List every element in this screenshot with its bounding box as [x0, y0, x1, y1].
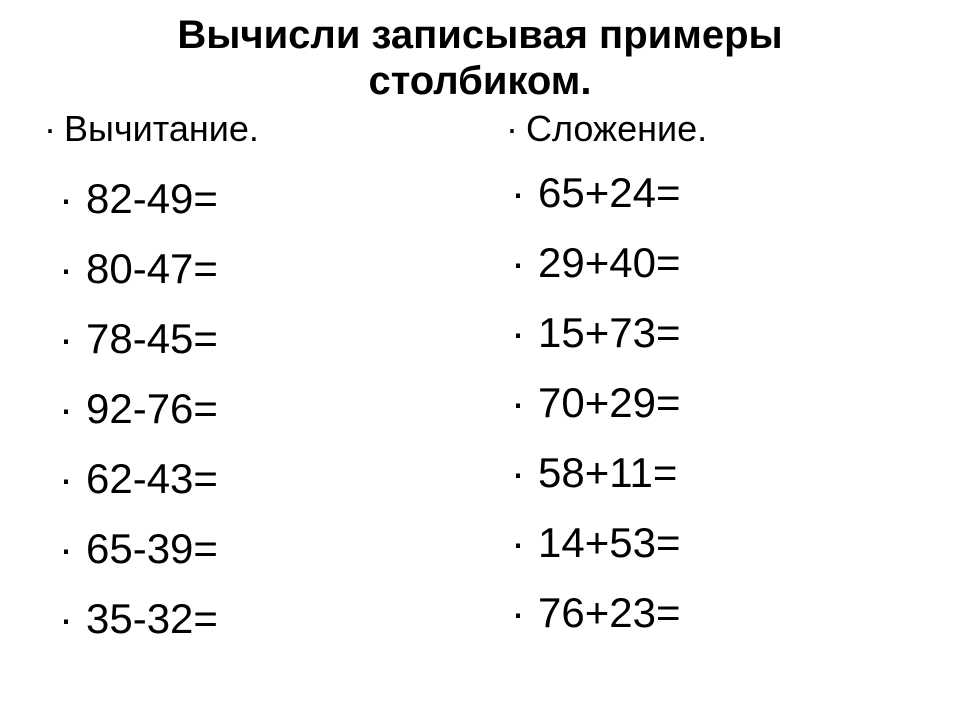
bullet-icon: · — [46, 525, 86, 573]
list-item: ·15+73= — [498, 298, 940, 368]
subtraction-heading-row: · Вычитание. — [36, 108, 488, 150]
column-subtraction: · Вычитание. ·82-49=·80-47=·78-45=·92-76… — [36, 108, 488, 654]
subtraction-list: ·82-49=·80-47=·78-45=·92-76=·62-43=·65-3… — [36, 164, 488, 654]
expression: 35-32= — [86, 595, 218, 643]
bullet-icon: · — [46, 175, 86, 223]
list-item: ·78-45= — [46, 304, 488, 374]
expression: 65+24= — [538, 169, 681, 217]
list-item: ·58+11= — [498, 438, 940, 508]
bullet-icon: · — [46, 245, 86, 293]
bullet-icon: · — [46, 315, 86, 363]
columns-wrapper: · Вычитание. ·82-49=·80-47=·78-45=·92-76… — [0, 108, 960, 654]
expression: 58+11= — [538, 449, 677, 497]
list-item: ·70+29= — [498, 368, 940, 438]
column-addition: · Сложение. ·65+24=·29+40=·15+73=·70+29=… — [488, 108, 940, 654]
bullet-icon: · — [498, 239, 538, 287]
addition-heading: Сложение. — [526, 108, 707, 150]
list-item: ·65-39= — [46, 514, 488, 584]
list-item: ·35-32= — [46, 584, 488, 654]
addition-list: ·65+24=·29+40=·15+73=·70+29=·58+11=·14+5… — [498, 158, 940, 648]
title-line-1: Вычисли записывая примеры — [0, 12, 960, 58]
expression: 14+53= — [538, 519, 681, 567]
expression: 78-45= — [86, 315, 218, 363]
subtraction-heading: Вычитание. — [64, 108, 259, 150]
list-item: ·82-49= — [46, 164, 488, 234]
bullet-icon: · — [46, 595, 86, 643]
bullet-icon: · — [46, 455, 86, 503]
list-item: ·76+23= — [498, 578, 940, 648]
expression: 80-47= — [86, 245, 218, 293]
bullet-icon: · — [498, 108, 526, 150]
worksheet-page: Вычисли записывая примеры столбиком. · В… — [0, 0, 960, 720]
list-item: ·80-47= — [46, 234, 488, 304]
bullet-icon: · — [498, 519, 538, 567]
list-item: ·14+53= — [498, 508, 940, 578]
expression: 82-49= — [86, 175, 218, 223]
bullet-icon: · — [498, 449, 538, 497]
expression: 65-39= — [86, 525, 218, 573]
bullet-icon: · — [498, 589, 538, 637]
bullet-icon: · — [498, 379, 538, 427]
expression: 15+73= — [538, 309, 681, 357]
bullet-icon: · — [498, 169, 538, 217]
list-item: ·65+24= — [498, 158, 940, 228]
list-item: ·92-76= — [46, 374, 488, 444]
title-line-2: столбиком. — [0, 58, 960, 104]
addition-heading-row: · Сложение. — [498, 108, 940, 150]
bullet-icon: · — [36, 108, 64, 150]
bullet-icon: · — [498, 309, 538, 357]
expression: 92-76= — [86, 385, 218, 433]
expression: 70+29= — [538, 379, 681, 427]
expression: 29+40= — [538, 239, 681, 287]
expression: 62-43= — [86, 455, 218, 503]
bullet-icon: · — [46, 385, 86, 433]
list-item: ·29+40= — [498, 228, 940, 298]
list-item: ·62-43= — [46, 444, 488, 514]
page-title: Вычисли записывая примеры столбиком. — [0, 12, 960, 104]
expression: 76+23= — [538, 589, 681, 637]
